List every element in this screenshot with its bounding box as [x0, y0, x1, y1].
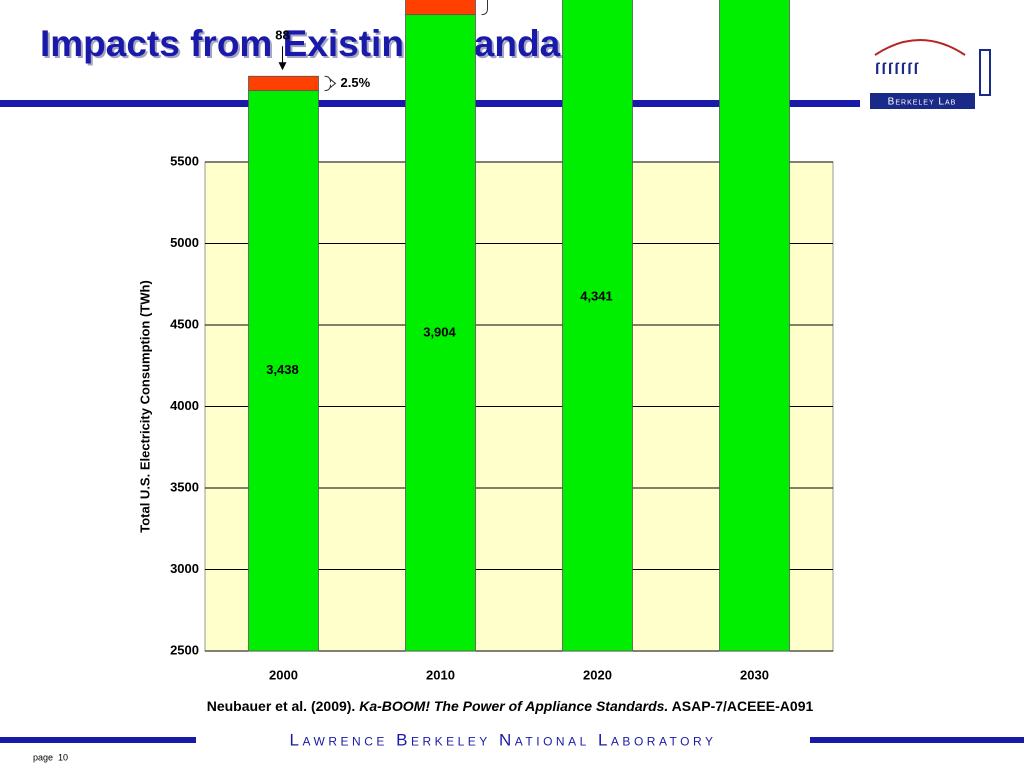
value-label: 3,438: [266, 362, 299, 377]
x-tick-label: 2030: [740, 667, 769, 682]
citation-work: Ka-BOOM! The Power of Appliance Standard…: [359, 698, 668, 714]
footer-org: Lawrence Berkeley National Laboratory: [290, 730, 717, 749]
value-label: 88: [275, 28, 289, 43]
bar-segment: [405, 0, 476, 16]
bar-segment: [719, 0, 790, 652]
citation-authors: Neubauer et al. (2009).: [207, 698, 356, 714]
y-tick-label: 5000: [170, 235, 199, 250]
logo-marks: ſſſſſſſ: [875, 61, 920, 78]
bar-segment: [405, 14, 476, 652]
percent-annotation: 2.5%: [341, 75, 371, 90]
chart: 2500 3000 3500 4000 4500 5000 5500 Total U.S. E…: [137, 0, 834, 682]
page-number: 10: [58, 752, 68, 762]
logo-text: Berkeley Lab: [888, 97, 957, 108]
citation-report: ASAP-7/ACEEE-A091: [672, 698, 814, 714]
y-tick-label: 2500: [170, 642, 199, 657]
logo-tower: [979, 49, 991, 96]
bar-segment: [562, 0, 633, 652]
arrow-head: [278, 62, 287, 71]
y-axis-label: Total U.S. Electricity Consumption (TWh): [137, 280, 152, 533]
footer-rule-left: [0, 737, 196, 743]
y-tick-label: 5500: [170, 153, 199, 168]
x-tick-label: 2000: [269, 667, 298, 682]
bar-segment: [248, 75, 319, 92]
y-tick-label: 4500: [170, 316, 199, 331]
y-tick-label: 3500: [170, 479, 199, 494]
slide-title: Impacts from Existing Standards: [40, 23, 618, 64]
logo: ſſſſſſſ Berkeley Lab: [870, 39, 991, 109]
y-tick-label: 3000: [170, 561, 199, 576]
bar-segment: [248, 90, 319, 652]
title-shadow: Impacts from Existing Standards: [42, 25, 620, 66]
brace: [324, 75, 337, 92]
logo-band: [870, 93, 975, 109]
page-word: page: [33, 752, 53, 762]
value-label: 4,341: [580, 289, 613, 304]
y-tick-label: 4000: [170, 398, 199, 413]
x-tick-label: 2010: [426, 667, 455, 682]
brace: [481, 0, 488, 16]
value-label: 3,904: [423, 324, 456, 339]
footer-rule-right: [810, 737, 1024, 743]
logo-arc: [874, 39, 966, 56]
x-tick-label: 2020: [583, 667, 612, 682]
citation: Neubauer et al. (2009). Ka-BOOM! The Pow…: [207, 698, 814, 714]
